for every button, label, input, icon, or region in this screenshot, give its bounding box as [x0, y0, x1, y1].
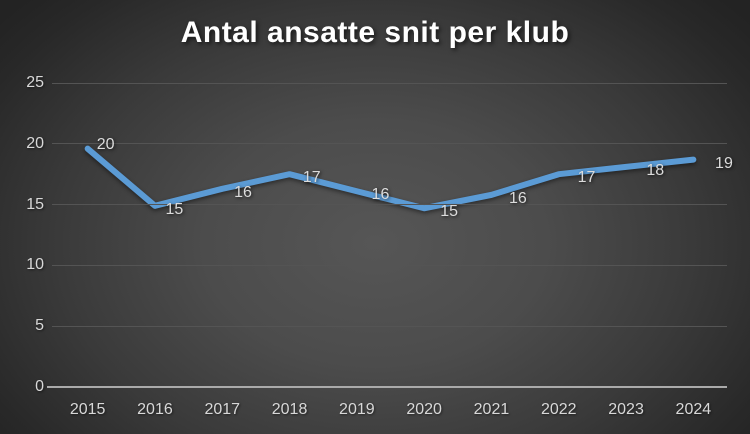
x-axis-tick-label: 2018 — [271, 401, 308, 418]
x-axis-tick-label: 2020 — [406, 401, 442, 418]
y-gridline — [52, 264, 727, 266]
data-label: 15 — [165, 200, 184, 218]
data-label: 19 — [715, 154, 733, 172]
data-label: 17 — [302, 169, 321, 187]
x-axis-tick-label: 2019 — [339, 401, 375, 418]
x-axis-tick-label: 2021 — [473, 401, 510, 418]
data-label: 17 — [577, 169, 596, 187]
chart-title: Antal ansatte snit per klub — [180, 16, 570, 49]
x-axis-tick-label: 2022 — [540, 401, 577, 418]
y-axis-tick-label: 20 — [26, 134, 44, 152]
y-axis-tick-label: 15 — [26, 195, 44, 213]
y-axis-tick-label: 25 — [26, 74, 44, 91]
y-gridline — [52, 82, 727, 84]
x-axis-tick-label: 2024 — [675, 401, 712, 418]
x-axis-tick-label: 2023 — [608, 401, 644, 418]
y-gridline — [52, 204, 727, 206]
data-label: 16 — [371, 186, 390, 204]
x-axis-tick-label: 2016 — [137, 401, 173, 418]
data-label: 16 — [234, 183, 252, 201]
data-label: 18 — [646, 161, 665, 179]
y-gridline — [52, 325, 727, 327]
series-line — [84, 145, 697, 212]
y-axis-tick-label: 10 — [26, 256, 44, 274]
y-gridline — [52, 143, 727, 145]
data-label: 20 — [96, 135, 115, 153]
x-axis-tick-label: 2015 — [69, 401, 106, 418]
y-axis-tick-label: 5 — [35, 317, 44, 335]
data-label: 15 — [440, 203, 459, 221]
x-axis-line — [47, 386, 727, 388]
y-axis-tick-label: 0 — [35, 378, 44, 395]
x-axis-tick-label: 2017 — [204, 401, 241, 418]
data-label: 16 — [508, 189, 527, 207]
